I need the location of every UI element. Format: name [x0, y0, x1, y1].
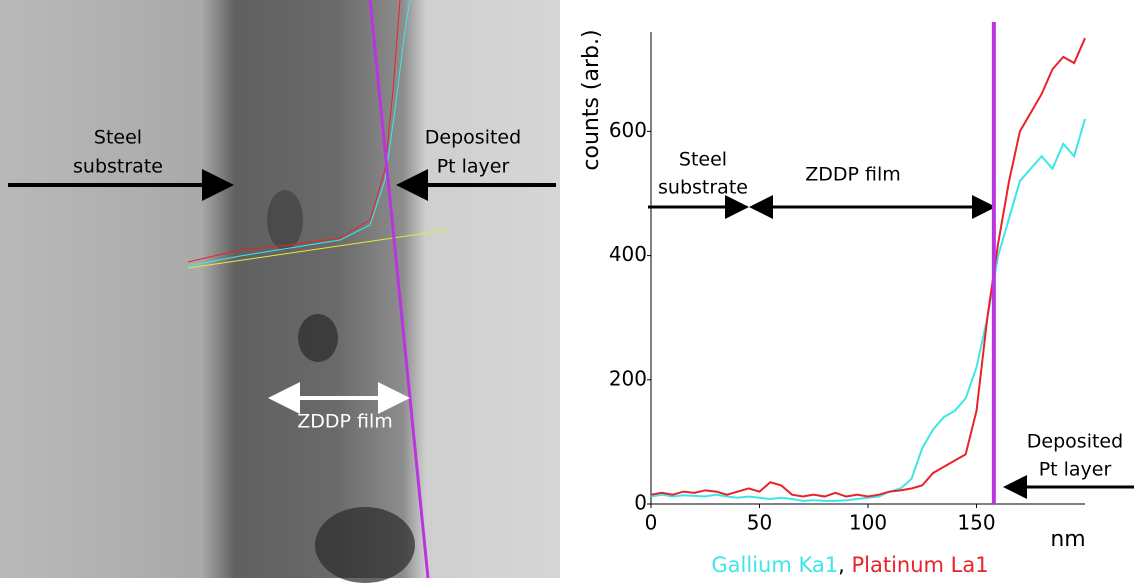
y-tick-label: 200: [609, 366, 647, 390]
label: Steel: [94, 127, 142, 149]
legend-entry: Gallium Ka1: [711, 553, 838, 577]
annotation: Pt layer: [1039, 459, 1112, 481]
annotation: ZDDP film: [805, 164, 901, 186]
label: Deposited: [425, 127, 521, 149]
particle: [298, 314, 338, 362]
x-tick-label: 100: [849, 511, 887, 535]
annotation: Steel: [679, 149, 727, 171]
tem-image: [0, 0, 560, 578]
legend: Gallium Ka1, Platinum La1: [711, 553, 988, 577]
particle: [315, 507, 415, 583]
label: Pt layer: [437, 156, 510, 178]
x-axis-title: nm: [1050, 527, 1085, 552]
x-tick-label: 50: [747, 511, 772, 535]
x-tick-label: 150: [957, 511, 995, 535]
series-line: [651, 38, 1085, 496]
micrograph: Steel substrate Deposited Pt layer ZDDP …: [0, 0, 560, 583]
label: substrate: [73, 156, 163, 178]
y-tick-label: 600: [609, 118, 647, 142]
annotation: substrate: [658, 177, 748, 199]
particle: [267, 190, 303, 250]
chart: counts (arb.) nm Steel substrate ZDDP fi…: [579, 22, 1134, 577]
figure: Steel substrate Deposited Pt layer ZDDP …: [0, 0, 1134, 583]
label: ZDDP film: [297, 411, 393, 433]
x-tick-label: 0: [645, 511, 658, 535]
legend-entry: Platinum La1: [851, 553, 988, 577]
y-tick-label: 400: [609, 242, 647, 266]
annotation: Deposited: [1027, 431, 1123, 453]
page: {"image": {"left_label": ["Steel", "subs…: [0, 0, 1134, 583]
y-axis-title: counts (arb.): [579, 29, 604, 170]
legend-separator: ,: [838, 553, 845, 577]
